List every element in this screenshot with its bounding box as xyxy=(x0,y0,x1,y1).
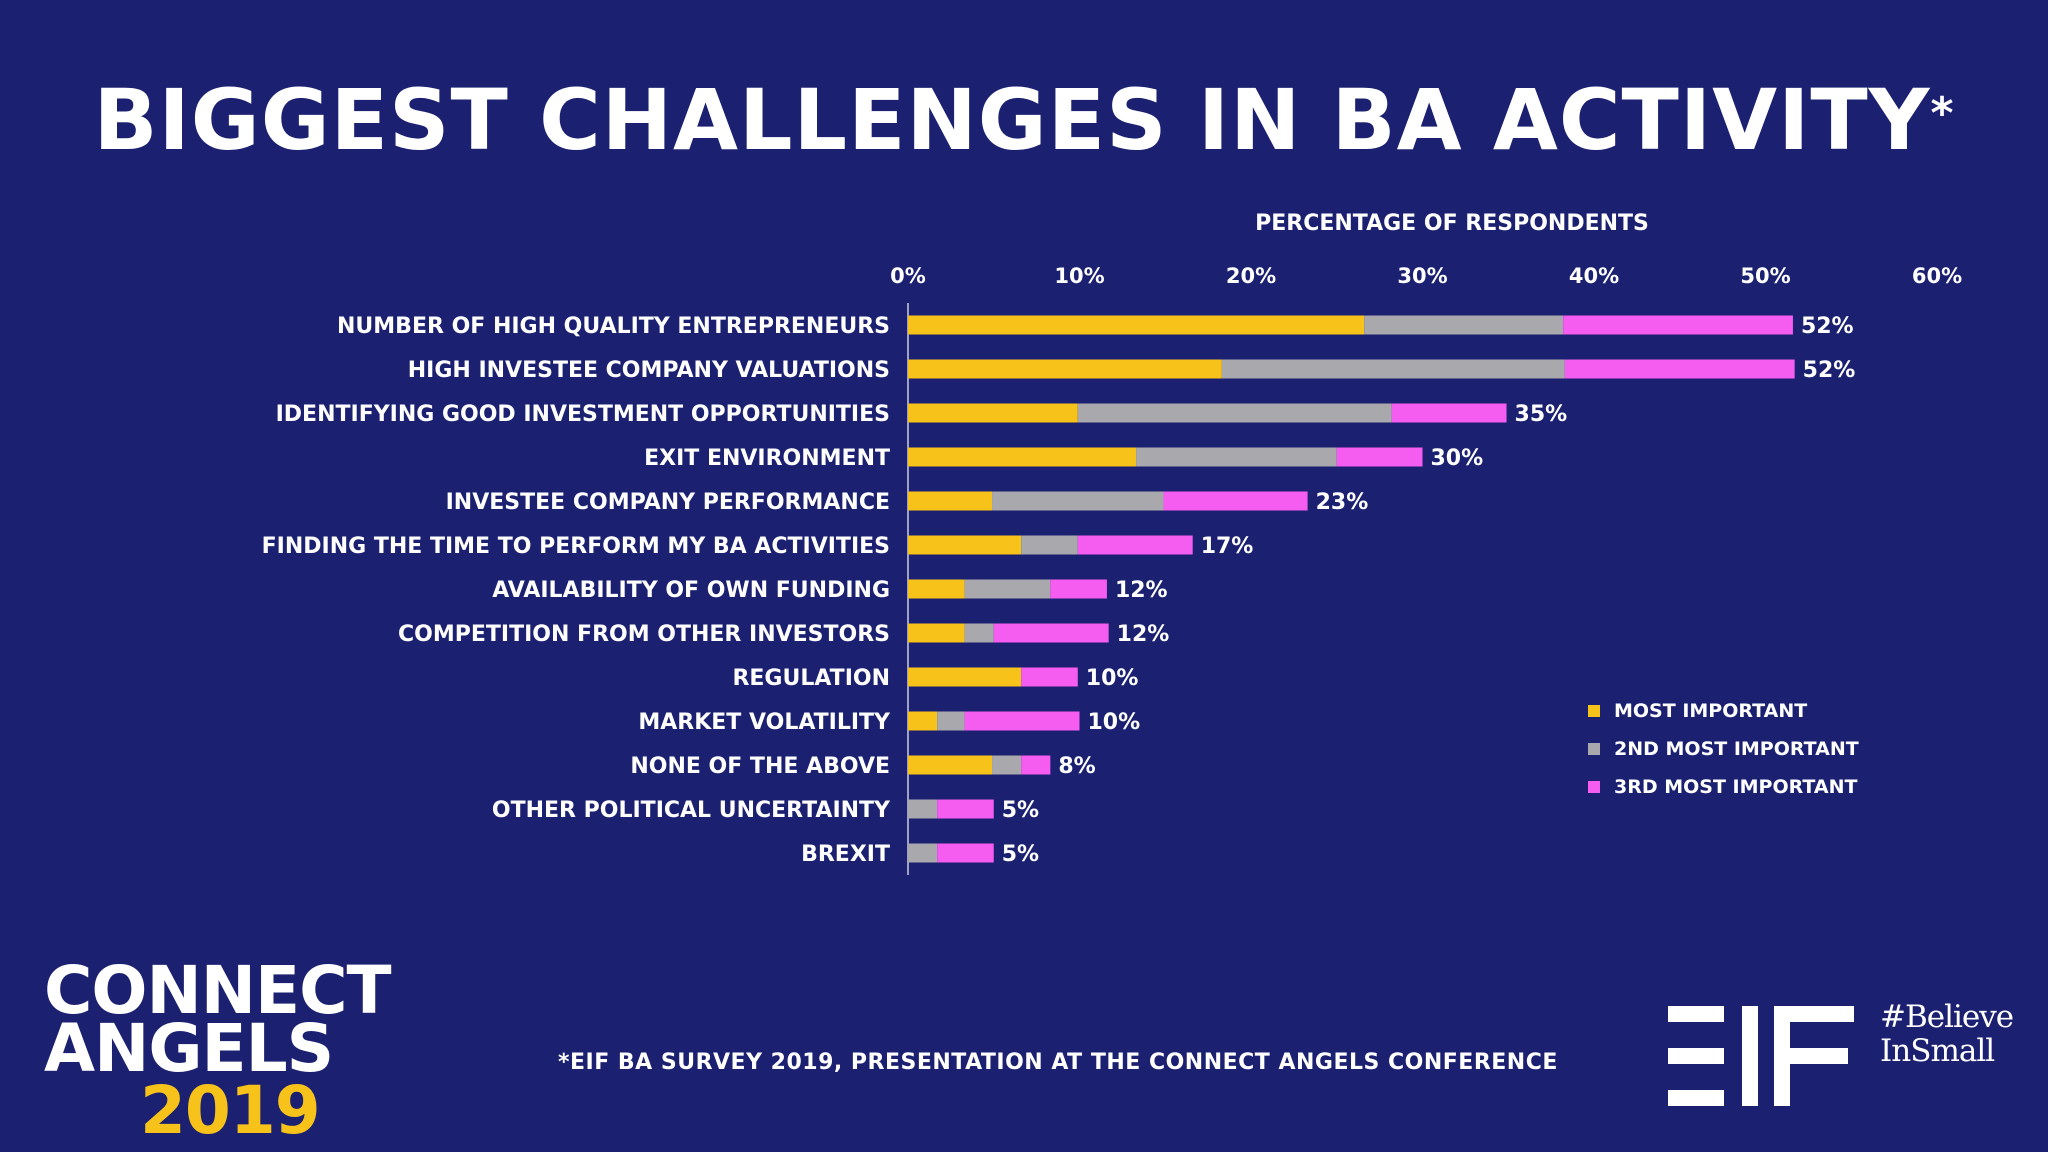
legend-label: 3RD MOST IMPORTANT xyxy=(1614,776,1857,798)
believe-in-small-hashtag: #Believe InSmall xyxy=(1880,999,2014,1069)
bar-segment xyxy=(908,491,993,511)
bar-segment xyxy=(1336,447,1423,467)
bar-total-label: 10% xyxy=(1086,666,1139,691)
bar-segment xyxy=(908,579,965,599)
bar-segment xyxy=(908,359,1222,379)
title-asterisk: * xyxy=(1930,88,1955,139)
bar-segment xyxy=(1021,755,1051,775)
bar-segment xyxy=(1021,535,1078,555)
bar-total-label: 5% xyxy=(1002,798,1039,823)
title-text: BIGGEST CHALLENGES IN BA ACTIVITY xyxy=(93,71,1931,169)
bar-segment xyxy=(993,623,1109,643)
x-tick-label: 10% xyxy=(1054,264,1104,288)
x-tick-label: 50% xyxy=(1740,264,1790,288)
category-label: NUMBER OF HIGH QUALITY ENTREPRENEURS xyxy=(337,314,890,339)
bar-segment xyxy=(908,755,993,775)
category-label: HIGH INVESTEE COMPANY VALUATIONS xyxy=(408,358,890,383)
bar-segment xyxy=(1364,315,1564,335)
footnote: *EIF BA SURVEY 2019, PRESENTATION AT THE… xyxy=(558,1050,1558,1075)
bar-segment xyxy=(1077,535,1193,555)
bar-total-label: 23% xyxy=(1316,490,1369,515)
legend-swatch xyxy=(1588,743,1600,755)
category-label: FINDING THE TIME TO PERFORM MY BA ACTIVI… xyxy=(262,534,890,559)
logo-line-angels: ANGELS xyxy=(44,1010,334,1087)
x-axis-title: PERCENTAGE OF RESPONDENTS xyxy=(1255,211,1649,236)
x-tick-label: 60% xyxy=(1912,264,1962,288)
bar-segment xyxy=(908,447,1137,467)
bar-total-label: 10% xyxy=(1088,710,1141,735)
bar-segment xyxy=(937,711,965,731)
category-label: EXIT ENVIRONMENT xyxy=(644,446,890,471)
bar-total-label: 5% xyxy=(1002,842,1039,867)
bar-total-label: 17% xyxy=(1201,534,1254,559)
bar-segment xyxy=(964,579,1051,599)
bar-total-label: 52% xyxy=(1801,314,1854,339)
bar-segment xyxy=(908,799,938,819)
bar-segment xyxy=(937,799,994,819)
logo-line-connect: CONNECT xyxy=(44,952,392,1029)
x-tick-label: 0% xyxy=(890,264,926,288)
category-label: IDENTIFYING GOOD INVESTMENT OPPORTUNITIE… xyxy=(276,402,890,427)
bar-segment xyxy=(908,403,1078,423)
bar-segment xyxy=(1221,359,1565,379)
bar-total-label: 52% xyxy=(1803,358,1856,383)
bar-segment xyxy=(964,623,994,643)
bar-segment xyxy=(964,711,1080,731)
hashtag-line1: #Believe xyxy=(1880,999,2014,1035)
category-label: NONE OF THE ABOVE xyxy=(630,754,890,779)
bar-total-label: 8% xyxy=(1058,754,1095,779)
category-label: COMPETITION FROM OTHER INVESTORS xyxy=(398,622,890,647)
category-label: MARKET VOLATILITY xyxy=(638,710,891,735)
legend-label: 2ND MOST IMPORTANT xyxy=(1614,738,1859,760)
bar-total-label: 12% xyxy=(1115,578,1168,603)
x-tick-label: 20% xyxy=(1226,264,1276,288)
x-tick-label: 40% xyxy=(1569,264,1619,288)
bar-segment xyxy=(937,843,994,863)
bar-segment xyxy=(1163,491,1308,511)
bar-segment xyxy=(1564,359,1795,379)
hashtag-line2: InSmall xyxy=(1880,1033,1995,1069)
legend-swatch xyxy=(1588,781,1600,793)
bar-total-label: 12% xyxy=(1117,622,1170,647)
bar-segment xyxy=(908,711,938,731)
eif-logo xyxy=(1668,1006,1854,1106)
logo-year: 2019 xyxy=(140,1072,321,1149)
bar-segment xyxy=(908,623,965,643)
bar-segment xyxy=(992,755,1022,775)
bar-segment xyxy=(1021,667,1078,687)
category-label: INVESTEE COMPANY PERFORMANCE xyxy=(446,490,890,515)
bar-segment xyxy=(908,535,1022,555)
bar-total-label: 35% xyxy=(1515,402,1568,427)
bar-segment xyxy=(908,843,938,863)
bar-segment xyxy=(1563,315,1793,335)
bar-segment xyxy=(992,491,1164,511)
bar-segment xyxy=(1050,579,1107,599)
legend-swatch xyxy=(1588,705,1600,717)
bar-segment xyxy=(908,315,1365,335)
page-title: BIGGEST CHALLENGES IN BA ACTIVITY* xyxy=(0,70,2048,170)
category-label: BREXIT xyxy=(801,842,890,867)
x-tick-label: 30% xyxy=(1397,264,1447,288)
category-label: OTHER POLITICAL UNCERTAINTY xyxy=(492,798,891,823)
connect-angels-logo: CONNECT ANGELS 2019 xyxy=(44,952,392,1149)
bar-segment xyxy=(1391,403,1507,423)
legend-label: MOST IMPORTANT xyxy=(1614,700,1807,722)
bar-total-label: 30% xyxy=(1431,446,1484,471)
category-label: REGULATION xyxy=(732,666,890,691)
bar-segment xyxy=(908,667,1022,687)
category-label: AVAILABILITY OF OWN FUNDING xyxy=(492,578,890,603)
bar-segment xyxy=(1136,447,1337,467)
bar-segment xyxy=(1077,403,1392,423)
